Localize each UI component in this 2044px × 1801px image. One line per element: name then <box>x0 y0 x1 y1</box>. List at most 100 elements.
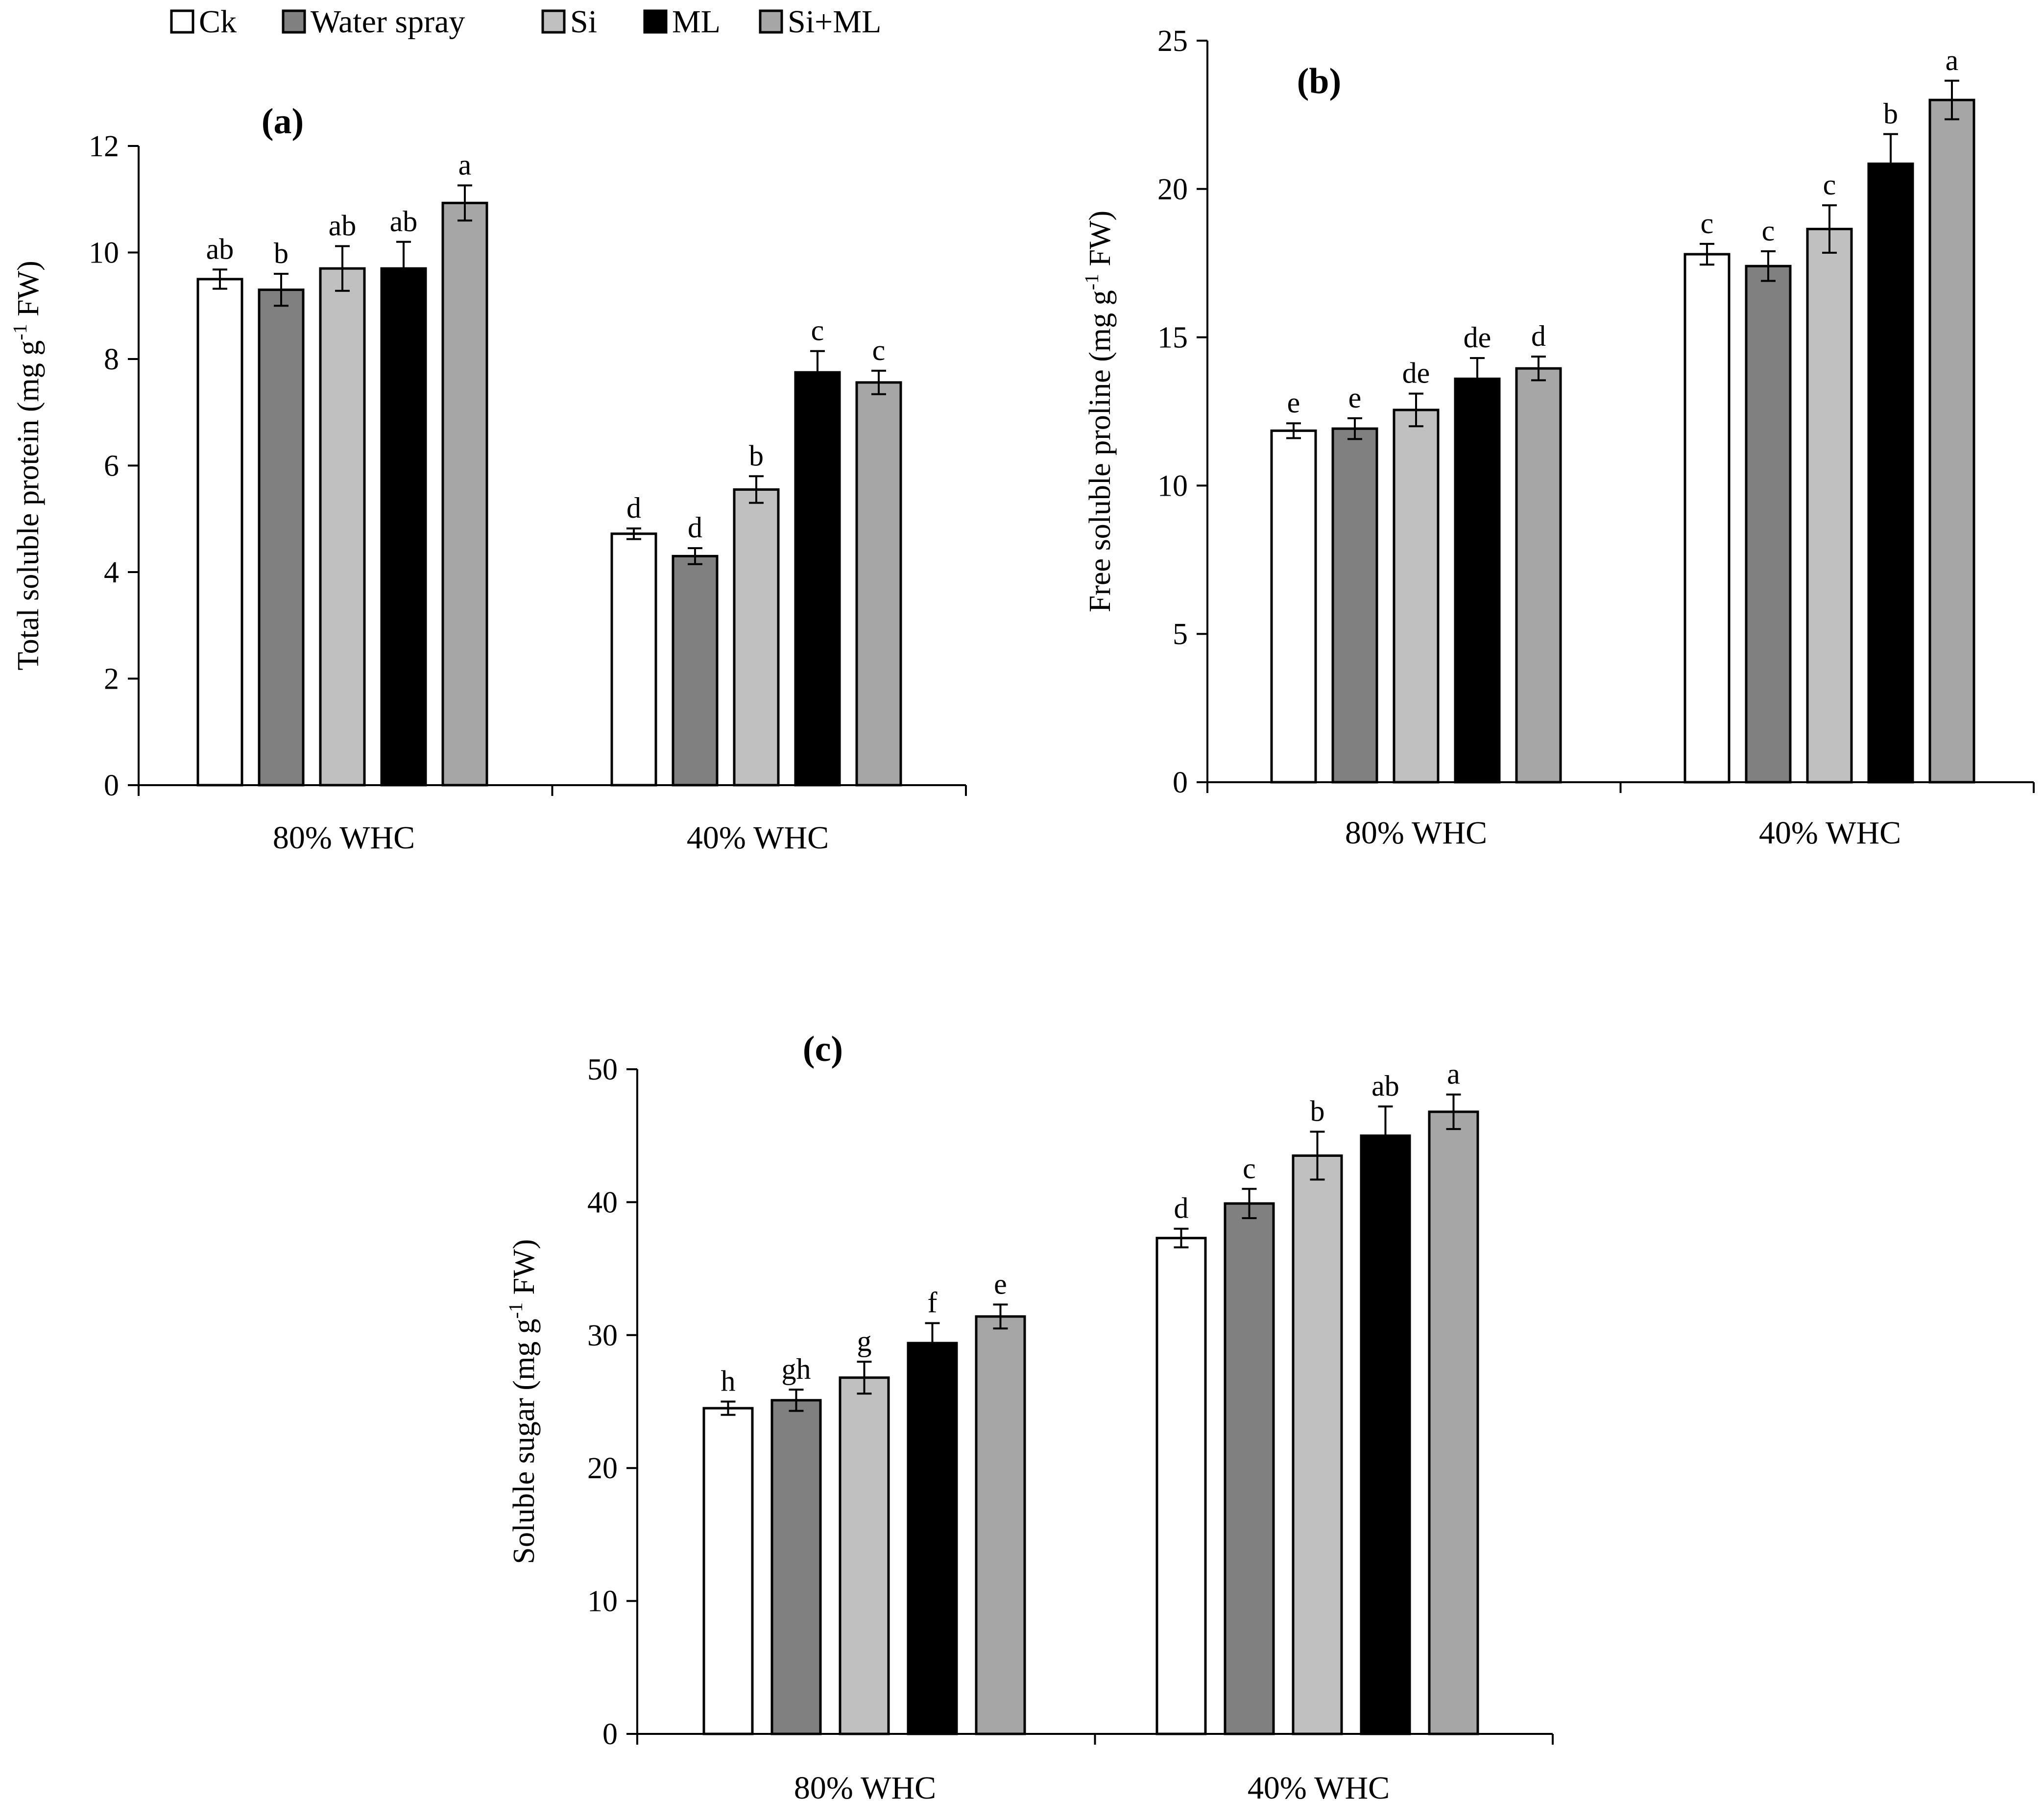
y-tick-label: 2 <box>104 663 119 696</box>
legend-item-1: Water spray <box>282 4 465 40</box>
legend-item-4: Si+ML <box>759 4 881 40</box>
chart-panel-1: 0 5 10 15 20 25 80% WHC 40% WHC Free soluble pro… <box>1081 24 2035 851</box>
y-tick-label: 20 <box>1157 173 1188 206</box>
y-axis-label-main: Soluble sugar (mg g <box>507 1319 541 1564</box>
y-axis-label: Free soluble proline (mg g-1 FW) <box>1081 211 1117 612</box>
legend: Ck Water spray Si ML Si+ML <box>170 4 881 40</box>
chart-panel-2: 0 10 20 30 40 50 80% WHC 40% WHC Soluble sugar (… <box>505 1029 1554 1801</box>
y-axis-label-superscript: -1 <box>9 324 31 340</box>
bar-si-0 <box>839 1376 890 1735</box>
significance-letter: f <box>928 1286 938 1319</box>
error-bar <box>1378 1105 1393 1166</box>
significance-letter: c <box>1823 168 1836 201</box>
significance-letter: b <box>1310 1095 1325 1128</box>
panel-title: (a) <box>262 101 304 142</box>
legend-swatch-1 <box>282 9 306 34</box>
error-bar <box>925 1322 940 1364</box>
legend-label-4: Si+ML <box>788 4 881 40</box>
y-tick-label: 0 <box>602 1718 618 1751</box>
bar-ml-0 <box>907 1342 958 1735</box>
bar-si-1 <box>733 488 780 787</box>
significance-letter: d <box>1531 320 1546 352</box>
significance-letter: d <box>626 492 641 524</box>
significance-letter: c <box>872 334 886 366</box>
bar-ck-0 <box>1270 429 1317 784</box>
bar-ck-1 <box>610 532 657 787</box>
error-bar <box>688 547 702 565</box>
bar-si-1 <box>1806 228 1853 784</box>
error-bar <box>789 1389 804 1412</box>
bar-ck-1 <box>1683 253 1731 784</box>
error-bar <box>1945 79 1959 120</box>
y-tick-label: 30 <box>587 1319 618 1352</box>
error-bar <box>1446 1093 1461 1130</box>
y-tick-label: 50 <box>587 1053 618 1086</box>
legend-item-3: ML <box>643 4 721 40</box>
error-bar <box>1883 133 1898 194</box>
significance-letter: a <box>1447 1058 1460 1090</box>
significance-letter: gh <box>782 1353 811 1385</box>
bar-ml-0 <box>1454 377 1501 784</box>
y-axis-label-superscript: -1 <box>505 1302 527 1319</box>
significance-letter: ab <box>1371 1070 1399 1102</box>
y-tick-label: 40 <box>587 1186 618 1219</box>
error-bar <box>871 369 886 395</box>
error-bar <box>1531 355 1546 382</box>
significance-letter: b <box>1883 97 1898 130</box>
y-axis-label-unit: FW) <box>1083 211 1117 274</box>
y-axis-label-superscript: -1 <box>1081 274 1103 290</box>
significance-letter: a <box>458 148 472 181</box>
error-bar <box>721 1400 736 1416</box>
significance-letter: b <box>749 439 764 472</box>
error-bar <box>1286 422 1301 439</box>
error-bar <box>1174 1227 1189 1249</box>
panel-title: (b) <box>1297 61 1341 101</box>
category-label: 40% WHC <box>1759 815 1901 851</box>
significance-letter: a <box>1946 44 1959 76</box>
y-tick-label: 20 <box>587 1452 618 1485</box>
y-axis-label-unit: FW) <box>507 1239 541 1302</box>
category-label: 80% WHC <box>794 1770 936 1801</box>
legend-label-2: Si <box>570 4 597 40</box>
y-axis-label-unit: FW) <box>12 261 45 324</box>
bar-si-ml-0 <box>975 1315 1026 1735</box>
bar-si-ml-0 <box>1515 367 1562 784</box>
significance-letter: ab <box>390 205 418 238</box>
error-bar <box>626 527 641 540</box>
significance-letter: de <box>1464 321 1491 354</box>
bar-si-ml-1 <box>1428 1110 1479 1735</box>
y-tick-label: 10 <box>1157 469 1188 503</box>
y-axis-label: Soluble sugar (mg g-1 FW) <box>505 1239 541 1564</box>
error-bar <box>1822 204 1837 254</box>
y-tick-label: 10 <box>587 1585 618 1618</box>
error-bar <box>396 240 411 296</box>
legend-label-3: ML <box>672 4 721 40</box>
legend-swatch-2 <box>541 9 566 34</box>
category-label: 80% WHC <box>1345 815 1487 851</box>
significance-letter: b <box>274 237 289 269</box>
bar-ml-1 <box>1867 162 1914 784</box>
bar-water-spray-0 <box>258 288 305 787</box>
significance-letter: d <box>1174 1192 1189 1225</box>
bar-si-0 <box>319 267 366 787</box>
bar-si-1 <box>1292 1154 1343 1735</box>
y-tick-label: 12 <box>89 130 119 163</box>
y-axis-label: Total soluble protein (mg g-1 FW) <box>9 261 45 671</box>
bar-water-spray-1 <box>1745 264 1792 784</box>
legend-swatch-3 <box>643 9 668 34</box>
error-bar <box>1347 417 1362 440</box>
error-bar <box>1470 357 1485 401</box>
significance-letter: c <box>1243 1152 1256 1184</box>
legend-swatch-4 <box>759 9 783 34</box>
y-axis-label-main: Total soluble protein (mg g <box>12 340 45 671</box>
error-bar <box>213 268 227 290</box>
error-bar <box>857 1361 872 1395</box>
error-bar <box>335 245 350 292</box>
significance-letter: c <box>1701 207 1714 240</box>
error-bar <box>1700 242 1714 266</box>
significance-letter: e <box>994 1268 1007 1300</box>
significance-letter: ab <box>329 209 357 241</box>
error-bar <box>457 184 472 222</box>
y-tick-label: 0 <box>104 769 119 802</box>
bar-water-spray-0 <box>1331 427 1378 784</box>
